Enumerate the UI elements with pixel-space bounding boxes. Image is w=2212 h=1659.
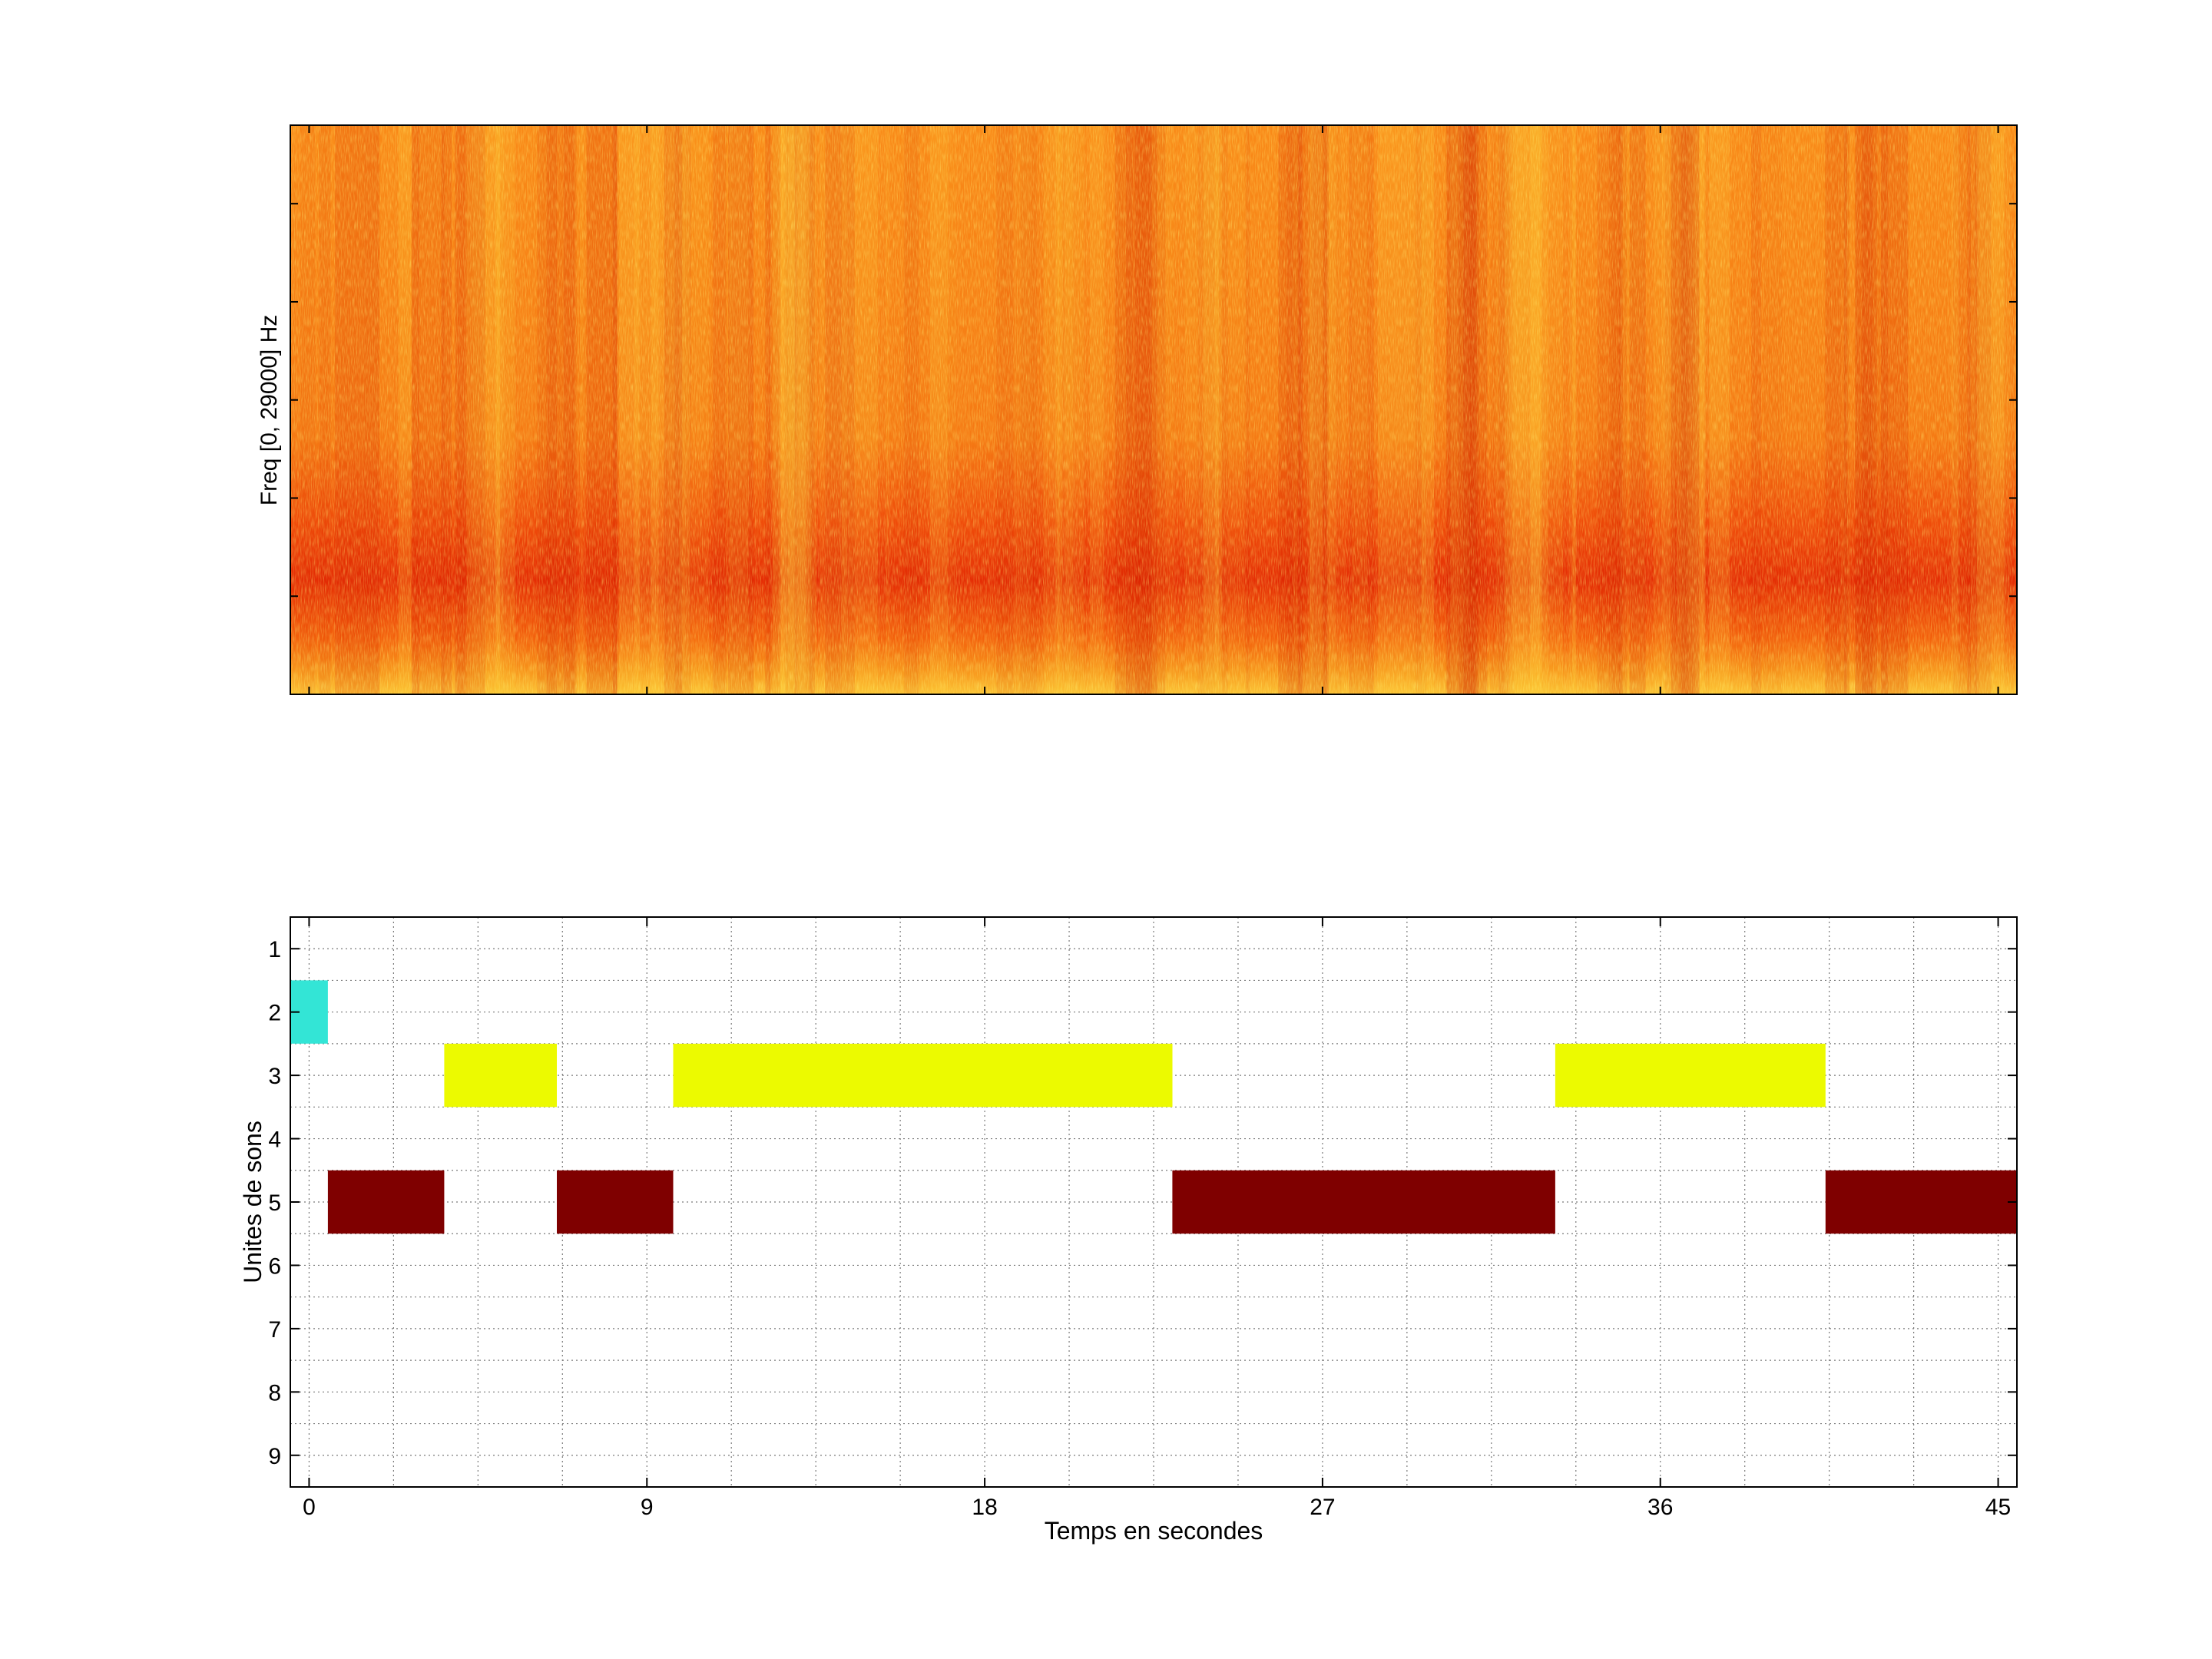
spectrogram-axes-box — [290, 124, 2018, 695]
units-grid — [290, 917, 2017, 1487]
y-tick-label: 8 — [268, 1380, 281, 1406]
y-tick-label: 5 — [268, 1190, 281, 1216]
units-ticks — [290, 917, 2017, 1487]
unit-segment — [444, 1043, 557, 1108]
unit-segment — [673, 1043, 1173, 1108]
y-tick-label: 6 — [268, 1253, 281, 1279]
x-tick-label: 9 — [641, 1495, 654, 1520]
units-xlabel: Temps en secondes — [1045, 1517, 1263, 1545]
spectrogram-ticks — [290, 125, 2017, 695]
unit-segment — [327, 1170, 445, 1234]
unit-segment — [1825, 1170, 2017, 1234]
y-tick-label: 4 — [268, 1128, 281, 1153]
spectrogram-plot: Freq [0, 29000] Hz — [257, 124, 2018, 695]
unit-segment — [1555, 1043, 1826, 1108]
unit-segment — [1172, 1170, 1555, 1234]
y-tick-label: 9 — [268, 1444, 281, 1469]
x-tick-label: 27 — [1310, 1495, 1335, 1520]
y-tick-label: 7 — [268, 1317, 281, 1343]
x-tick-label: 0 — [303, 1495, 316, 1520]
unit-segment — [557, 1170, 674, 1234]
x-tick-label: 36 — [1647, 1495, 1673, 1520]
x-tick-label: 18 — [972, 1495, 997, 1520]
x-tick-label: 45 — [1985, 1495, 2011, 1520]
y-tick-label: 1 — [268, 937, 281, 962]
units-segments — [290, 980, 2017, 1234]
spectrogram-ylabel: Freq [0, 29000] Hz — [257, 315, 282, 505]
y-tick-label: 3 — [268, 1064, 281, 1089]
units-ylabel: Unites de sons — [239, 1121, 267, 1283]
y-tick-label: 2 — [268, 1001, 281, 1026]
